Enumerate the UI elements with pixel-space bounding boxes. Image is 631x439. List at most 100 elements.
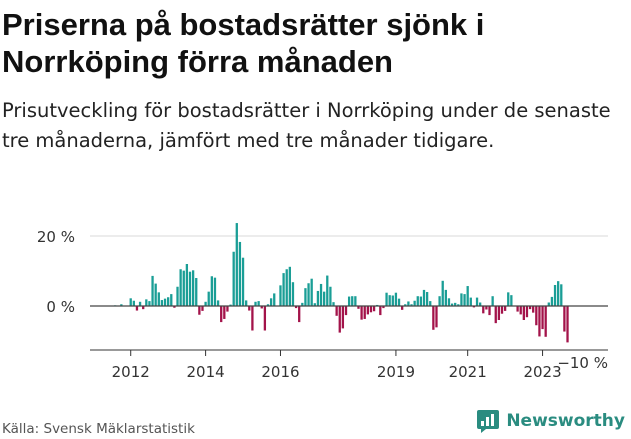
- bar: [360, 306, 363, 320]
- bar: [404, 304, 407, 306]
- bar: [391, 295, 394, 306]
- bar: [454, 302, 457, 306]
- bar: [248, 306, 251, 311]
- bar: [379, 306, 382, 316]
- bar: [251, 306, 254, 331]
- x-tick-label: 2012: [112, 363, 150, 381]
- x-tick-label: 2023: [523, 363, 561, 381]
- bar: [525, 306, 529, 318]
- bar: [347, 296, 351, 306]
- bar: [129, 298, 132, 306]
- bar: [120, 304, 123, 306]
- bar: [254, 301, 257, 306]
- bar: [475, 297, 479, 306]
- bar: [541, 306, 544, 330]
- bar: [460, 293, 463, 306]
- bar: [138, 301, 142, 306]
- bar: [382, 306, 385, 309]
- bar: [566, 306, 569, 343]
- bar: [419, 296, 423, 306]
- bar: [479, 302, 482, 306]
- bar: [245, 300, 248, 306]
- bar: [235, 223, 238, 306]
- bar: [557, 281, 560, 306]
- bar: [132, 300, 135, 306]
- bar: [263, 306, 267, 331]
- bar-chart: 20 % 0 % −10 % 2012 2014 2016 2019 2021 2023: [37, 223, 608, 381]
- bar: [266, 304, 270, 306]
- bar: [397, 298, 401, 306]
- bar: [201, 306, 204, 311]
- bar: [503, 306, 507, 311]
- bar: [282, 273, 285, 306]
- bar: [285, 269, 288, 306]
- bar: [313, 303, 316, 306]
- bar: [213, 277, 217, 306]
- bar: [432, 306, 435, 330]
- bar: [410, 304, 413, 306]
- bar: [463, 294, 466, 306]
- bar: [204, 301, 207, 306]
- x-tick-label: 2019: [377, 363, 415, 381]
- chart-subtitle: Prisutveckling för bostadsrätter i Norrk…: [2, 99, 611, 152]
- bar: [176, 286, 179, 306]
- bar: [344, 306, 348, 316]
- bar: [413, 300, 416, 306]
- bar: [341, 306, 345, 329]
- bar: [154, 283, 157, 306]
- chart-title: Priserna på bostadsrätter sjönk i Norrkö…: [2, 7, 485, 79]
- bar: [223, 306, 226, 319]
- y-tick-label: 0 %: [46, 298, 75, 316]
- bar: [544, 306, 547, 337]
- bar: [394, 292, 398, 306]
- bar: [232, 251, 235, 306]
- bar: [401, 306, 404, 310]
- bar: [279, 285, 282, 306]
- bar: [485, 306, 488, 310]
- bar: [416, 296, 419, 306]
- bar: [241, 257, 245, 306]
- bar: [494, 306, 497, 324]
- bar: [210, 276, 213, 306]
- bar: [366, 306, 369, 315]
- bar: [195, 278, 198, 306]
- bar: [207, 291, 210, 306]
- bar: [163, 298, 167, 306]
- bar: [291, 282, 295, 306]
- bar: [357, 306, 360, 309]
- bar: [226, 306, 229, 312]
- bar: [316, 290, 320, 306]
- bar: [491, 296, 494, 306]
- bar: [510, 295, 513, 306]
- bar: [528, 306, 532, 310]
- bar: [532, 306, 535, 313]
- bar: [363, 306, 366, 319]
- bar: [354, 296, 357, 306]
- x-tick-label: 2014: [187, 363, 225, 381]
- bar: [188, 271, 192, 306]
- bar: [135, 306, 139, 311]
- bar: [535, 306, 538, 326]
- bar: [450, 303, 454, 306]
- bar: [553, 285, 557, 306]
- bar: [167, 297, 170, 306]
- bar: [369, 306, 373, 313]
- bar: [447, 298, 451, 306]
- bar: [438, 296, 441, 306]
- bar: [326, 275, 329, 306]
- bar: [482, 306, 485, 314]
- bar: [338, 306, 341, 333]
- bar: [550, 296, 554, 306]
- bar: [191, 270, 195, 306]
- bar: [560, 284, 563, 306]
- bar: [319, 283, 323, 306]
- bar: [182, 270, 185, 306]
- bar: [288, 266, 291, 306]
- bar: [444, 289, 447, 306]
- bar: [435, 306, 438, 328]
- bar: [457, 304, 460, 306]
- bar: [229, 304, 232, 306]
- bar: [269, 298, 273, 306]
- bar: [310, 278, 313, 306]
- bar: [307, 283, 310, 306]
